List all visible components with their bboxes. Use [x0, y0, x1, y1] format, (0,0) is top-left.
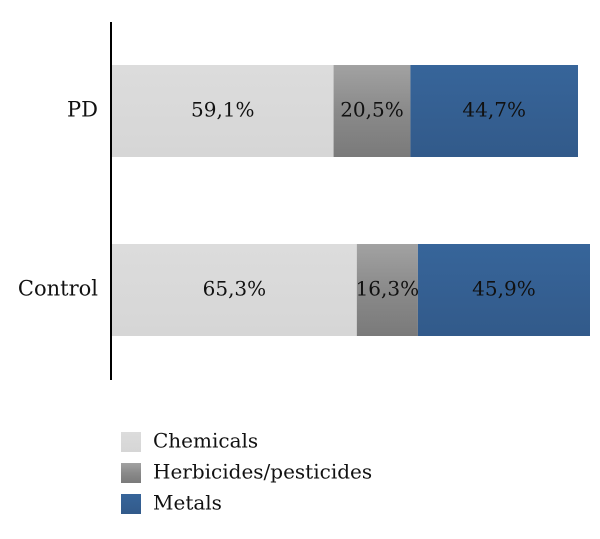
bar-control-herbicides-pesticides	[356, 244, 418, 336]
data-label-control-metals: 45,9%	[472, 277, 536, 301]
category-label-control: Control	[18, 277, 98, 301]
legend-label-chemicals: Chemicals	[153, 429, 258, 453]
legend-label-metals: Metals	[153, 491, 222, 515]
bar-pd-chemicals	[112, 65, 334, 157]
bar-pd-herbicides-pesticides	[333, 65, 411, 157]
legend-swatch-chemicals	[121, 432, 141, 452]
labels-layer: PD 59,1% 20,5% 44,7% Control 65,3% 16,3% 45,9%	[18, 98, 536, 301]
bar-control-metals	[417, 244, 590, 336]
data-label-control-chemicals: 65,3%	[203, 277, 267, 301]
legend-swatch-herbicides-pesticides	[121, 463, 141, 483]
bar-control-chemicals	[112, 244, 357, 336]
data-label-pd-herbicides-pesticides: 20,5%	[340, 98, 404, 122]
data-label-control-herbicides-pesticides: 16,3%	[356, 277, 420, 301]
bar-pd-metals	[410, 65, 578, 157]
category-label-pd: PD	[67, 98, 98, 122]
legend-label-herbicides-pesticides: Herbicides/pesticides	[153, 460, 372, 484]
bars-layer	[112, 65, 590, 336]
legend-swatch-metals	[121, 494, 141, 514]
legend: Chemicals Herbicides/pesticides Metals	[121, 429, 372, 515]
data-label-pd-metals: 44,7%	[462, 98, 526, 122]
data-label-pd-chemicals: 59,1%	[191, 98, 255, 122]
